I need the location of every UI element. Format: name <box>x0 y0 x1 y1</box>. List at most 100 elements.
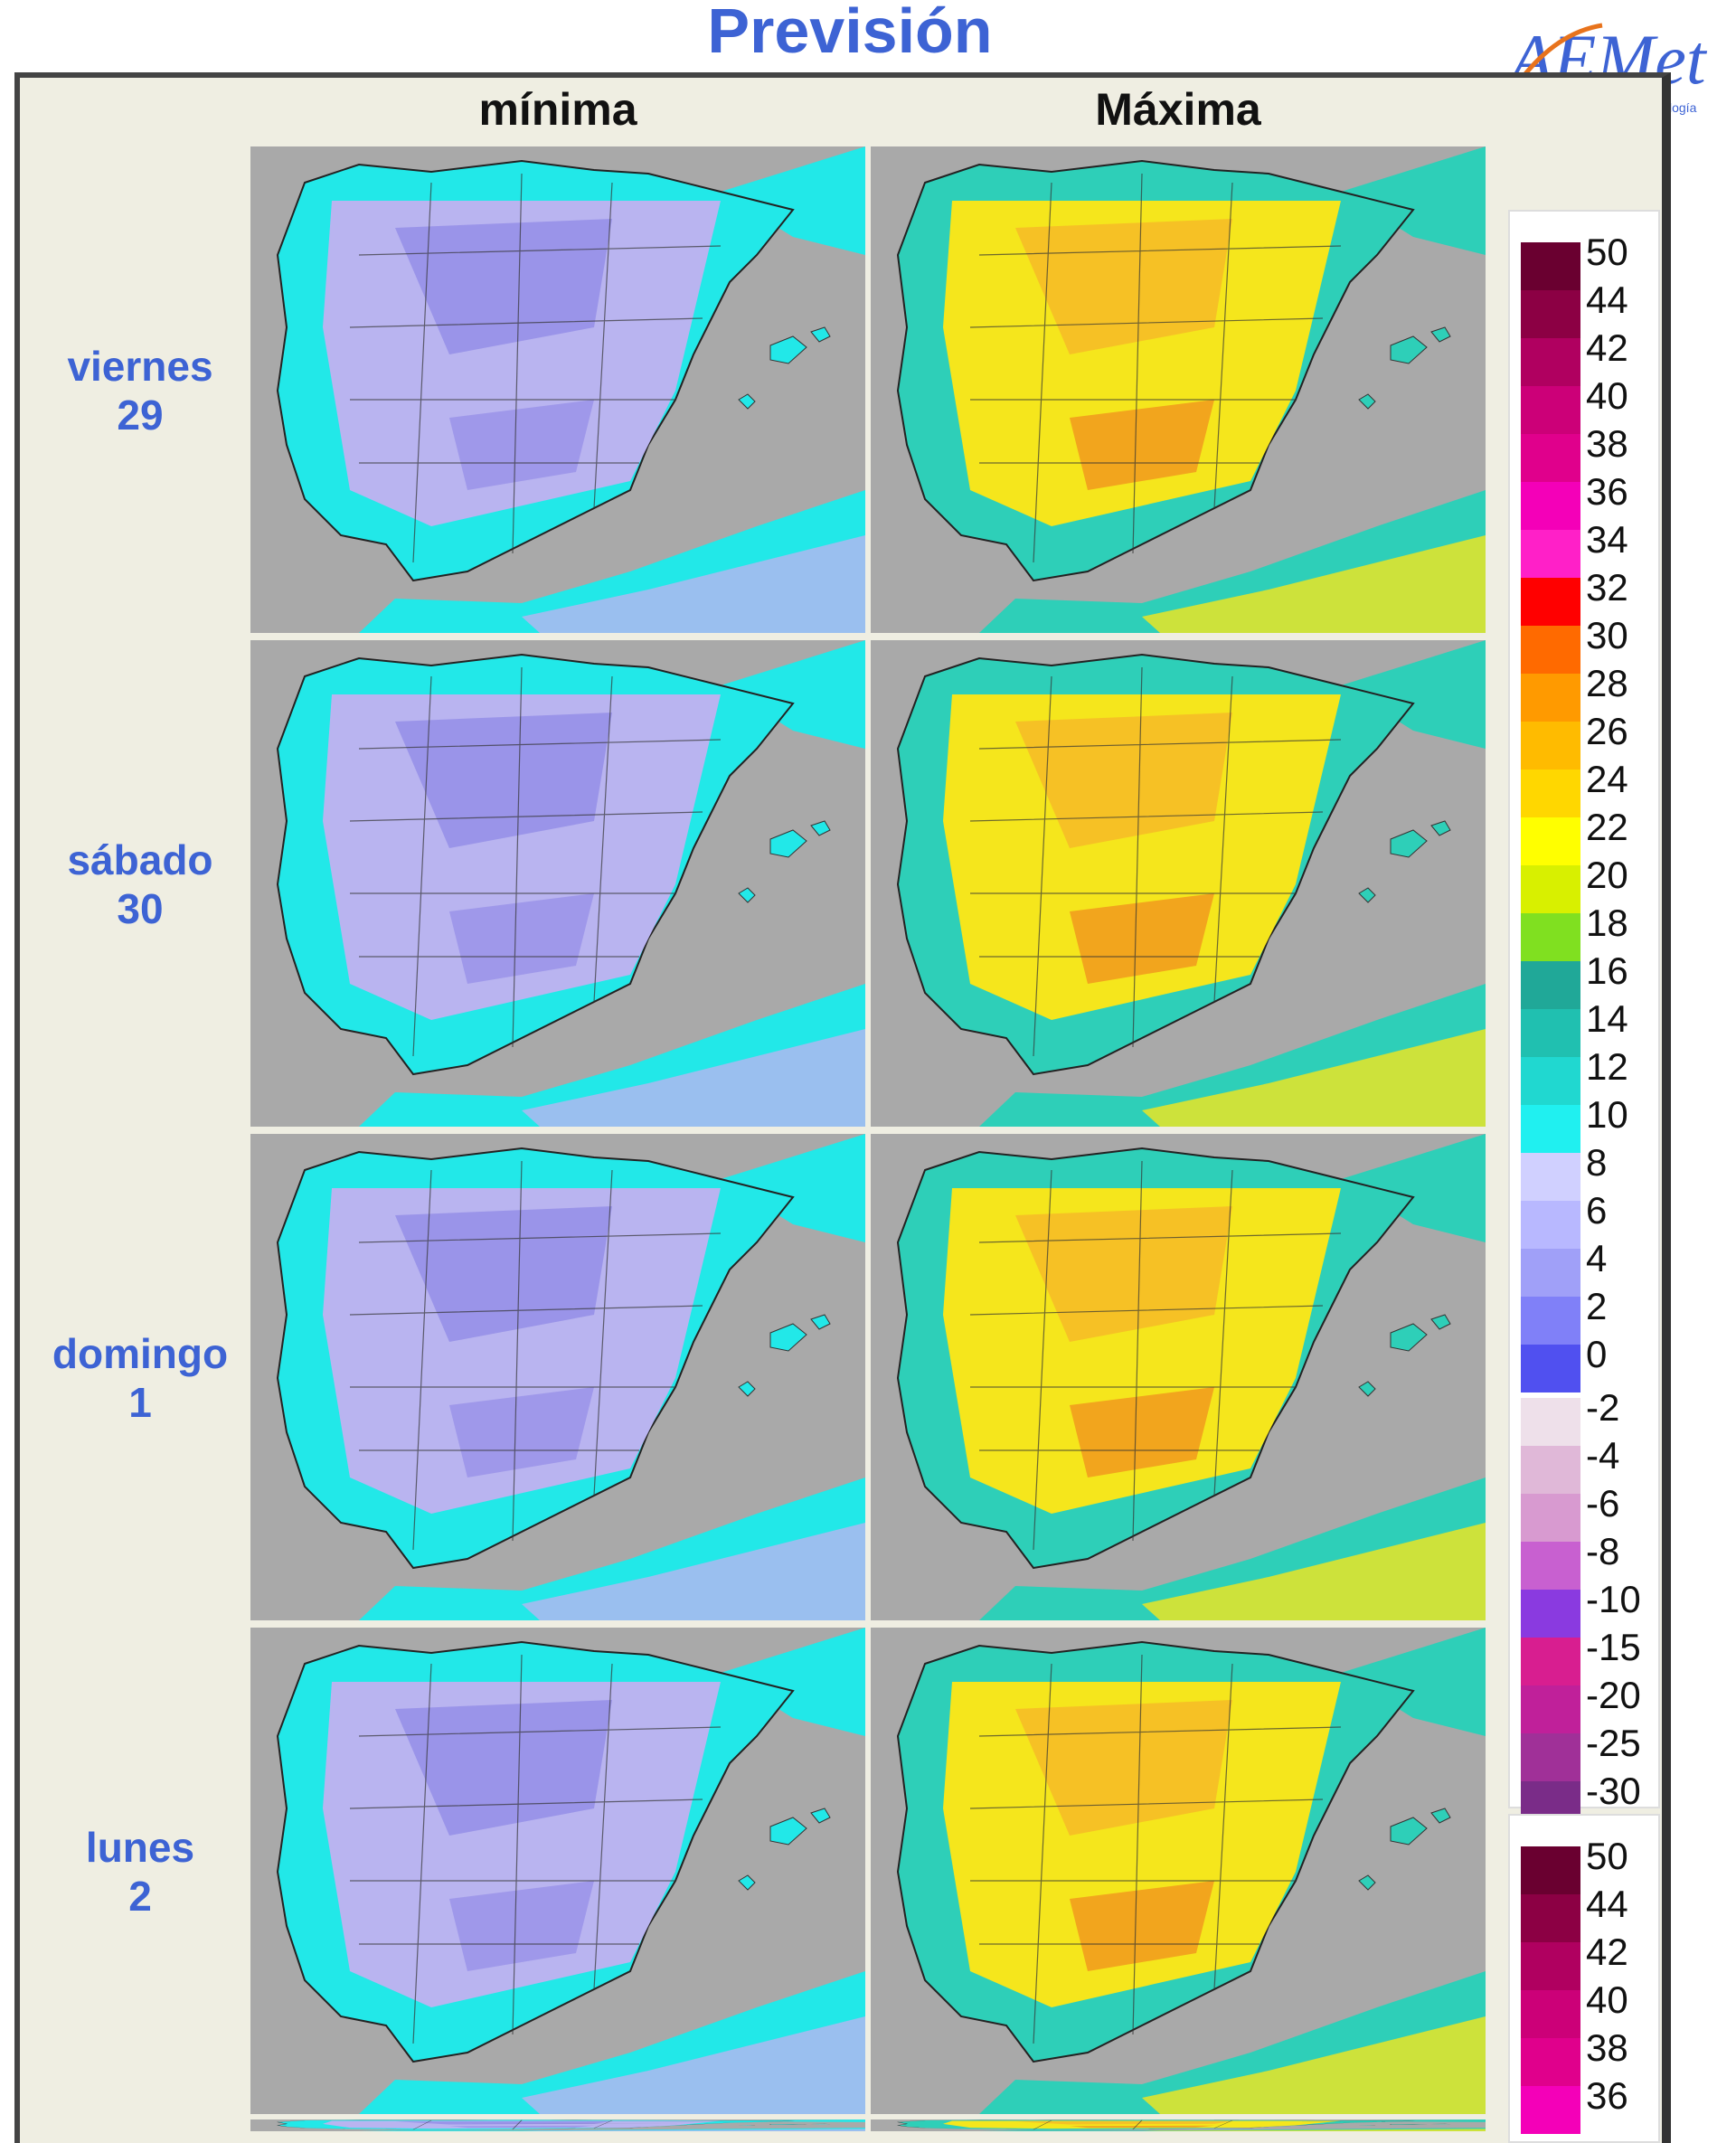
legend-tick-label: 40 <box>1586 1978 1628 2021</box>
legend-tick-label: 6 <box>1586 1189 1608 1232</box>
legend-tick-label: 42 <box>1586 326 1628 369</box>
legend-tick-label: 14 <box>1586 997 1628 1040</box>
legend-tick-label: 2 <box>1586 1285 1608 1327</box>
legend-swatch <box>1521 1201 1580 1249</box>
legend-tick-label: -10 <box>1586 1578 1641 1620</box>
legend-swatch <box>1521 530 1580 578</box>
legend-tick-label: 20 <box>1586 854 1628 896</box>
temperature-legend: 50 44 42 40 38 36 34 32 30 28 26 24 22 20 18 16 14 12 10 8 6… <box>1508 210 1660 1829</box>
legend-tick-label: -15 <box>1586 1626 1641 1668</box>
legend-swatch <box>1521 1846 1580 1894</box>
legend-swatch <box>1521 1733 1580 1781</box>
row-date: 30 <box>117 885 164 932</box>
legend-swatch <box>1521 1249 1580 1297</box>
legend-tick-label: -25 <box>1586 1722 1641 1764</box>
legend-tick-label: 40 <box>1586 374 1628 417</box>
legend-swatch <box>1521 1009 1580 1057</box>
legend-swatch <box>1521 1638 1580 1685</box>
legend-swatch <box>1521 1153 1580 1201</box>
legend-tick-label: -6 <box>1586 1482 1620 1525</box>
row-day: viernes <box>67 343 213 390</box>
legend-swatch <box>1521 626 1580 674</box>
legend-tick-label: 50 <box>1586 231 1628 273</box>
legend-tick-label: 36 <box>1586 470 1628 513</box>
row-date: 2 <box>128 1873 152 1920</box>
legend-tick-label: 24 <box>1586 758 1628 800</box>
legend-tick-label: 22 <box>1586 806 1628 848</box>
legend-swatch <box>1521 1446 1580 1494</box>
column-header-max: Máxima <box>1095 84 1261 135</box>
legend-tick-label: 38 <box>1586 2026 1628 2069</box>
legend-swatch <box>1521 1894 1580 1942</box>
column-header-min: mínima <box>478 84 637 135</box>
legend-tick-label: -30 <box>1586 1770 1641 1812</box>
legend-tick-label: 42 <box>1586 1931 1628 1973</box>
map-max-monday <box>871 1628 1486 2114</box>
legend-tick-label: 34 <box>1586 518 1628 561</box>
legend-tick-label: 32 <box>1586 566 1628 609</box>
legend-tick-label: -20 <box>1586 1674 1641 1716</box>
legend-swatch <box>1521 769 1580 817</box>
map-max-sunday <box>871 1134 1486 1620</box>
legend-tick-label: -4 <box>1586 1434 1620 1477</box>
legend-swatch <box>1521 1590 1580 1638</box>
legend-tick-label: 38 <box>1586 422 1628 465</box>
legend-tick-label: 0 <box>1586 1333 1608 1375</box>
legend-tick-label: 16 <box>1586 949 1628 992</box>
legend-swatch <box>1521 1990 1580 2038</box>
map-min-saturday <box>250 640 865 1127</box>
legend-tick-label: 26 <box>1586 710 1628 752</box>
legend-swatch <box>1521 1398 1580 1446</box>
legend-tick-label: 8 <box>1586 1141 1608 1184</box>
legend-swatch <box>1521 482 1580 530</box>
legend-swatch <box>1521 817 1580 865</box>
row-day: lunes <box>85 1824 195 1871</box>
row-day: domingo <box>52 1330 229 1377</box>
legend-tick-label: 28 <box>1586 662 1628 704</box>
legend-swatch <box>1521 578 1580 626</box>
legend-swatch <box>1521 386 1580 434</box>
legend-swatch <box>1521 913 1580 961</box>
legend-swatch <box>1521 674 1580 722</box>
legend-swatch <box>1521 1105 1580 1153</box>
page-title: Previsión <box>707 0 993 66</box>
row-label-sunday: domingo 1 <box>27 1329 253 1427</box>
legend-tick-label: 44 <box>1586 278 1628 321</box>
legend-swatch <box>1521 1942 1580 1990</box>
row-day: sábado <box>67 836 213 883</box>
legend-tick-label: 50 <box>1586 1835 1628 1877</box>
legend-tick-label: 10 <box>1586 1093 1628 1136</box>
row-label-friday: viernes 29 <box>27 342 253 439</box>
legend-tick-label: 4 <box>1586 1237 1608 1279</box>
legend-swatch <box>1521 290 1580 338</box>
row-label-saturday: sábado 30 <box>27 835 253 933</box>
legend-tick-label: -8 <box>1586 1530 1620 1572</box>
legend-swatch <box>1521 1494 1580 1542</box>
legend-tick-label: 30 <box>1586 614 1628 656</box>
row-label-monday: lunes 2 <box>27 1823 253 1921</box>
map-min-next <box>250 2119 865 2131</box>
legend-swatch <box>1521 1542 1580 1590</box>
legend-swatch <box>1521 1685 1580 1733</box>
legend-swatch <box>1521 338 1580 386</box>
map-min-sunday <box>250 1134 865 1620</box>
legend-tick-label: 36 <box>1586 2074 1628 2117</box>
legend-swatch <box>1521 1057 1580 1105</box>
legend-tick-label: 12 <box>1586 1045 1628 1088</box>
temperature-legend-lower: 50 44 42 40 38 36 <box>1508 1814 1660 2143</box>
legend-swatch <box>1521 1297 1580 1345</box>
map-min-monday <box>250 1628 865 2114</box>
legend-tick-label: 18 <box>1586 902 1628 944</box>
map-min-friday <box>250 146 865 633</box>
map-max-saturday <box>871 640 1486 1127</box>
map-max-friday <box>871 146 1486 633</box>
map-max-next <box>871 2119 1486 2131</box>
legend-swatch <box>1521 722 1580 769</box>
legend-swatch <box>1521 865 1580 913</box>
legend-swatch <box>1521 242 1580 290</box>
row-date: 29 <box>117 392 164 439</box>
legend-tick-label: 44 <box>1586 1883 1628 1925</box>
legend-tick-label: -2 <box>1586 1386 1620 1429</box>
legend-swatch <box>1521 1345 1580 1392</box>
legend-swatch <box>1521 2038 1580 2086</box>
